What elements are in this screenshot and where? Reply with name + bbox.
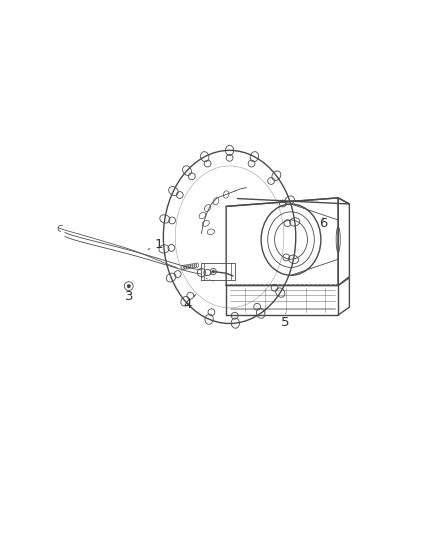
Circle shape <box>127 285 131 288</box>
Text: 1: 1 <box>148 238 163 251</box>
Text: 4: 4 <box>183 295 196 311</box>
Circle shape <box>212 270 215 273</box>
Text: 3: 3 <box>124 286 133 303</box>
Text: 5: 5 <box>281 313 290 329</box>
Text: 6: 6 <box>319 217 327 230</box>
